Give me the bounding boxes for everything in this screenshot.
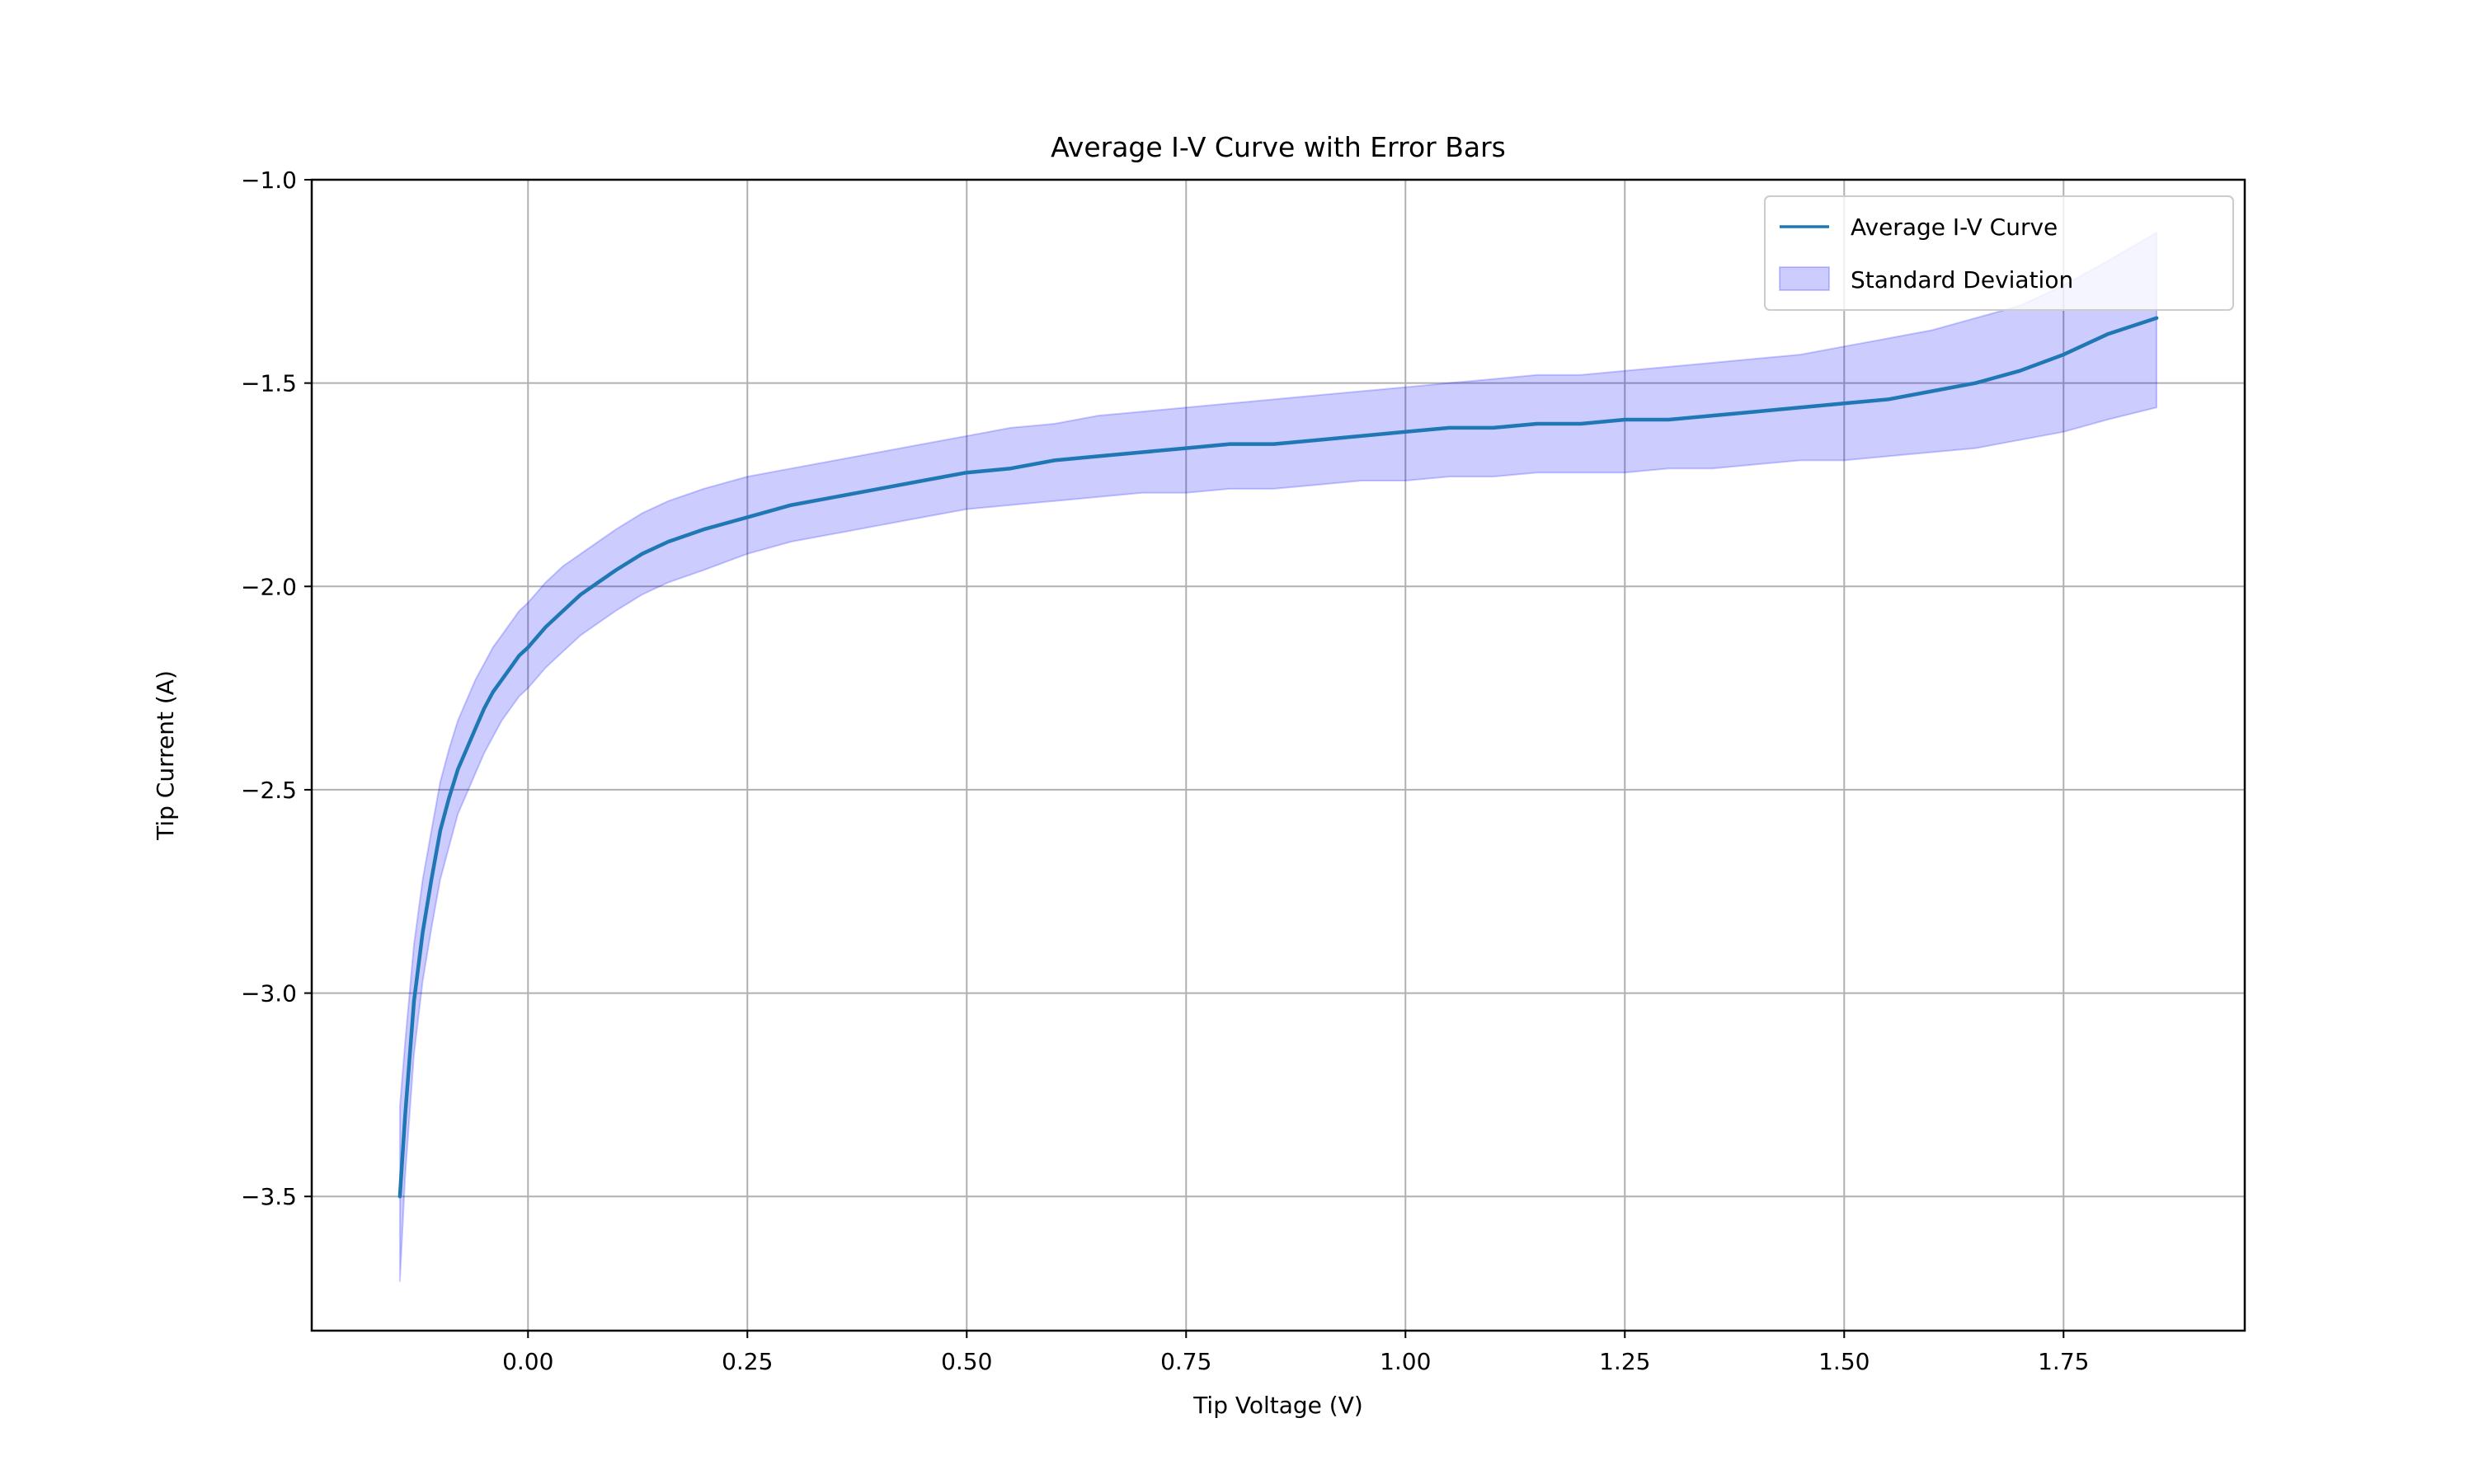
average-line <box>397 316 2159 1199</box>
legend-swatch-std <box>1779 266 1830 291</box>
x-tick-label: 1.50 <box>1818 1348 1870 1375</box>
average-line-layer <box>397 316 2159 1199</box>
x-tick-label: 0.25 <box>722 1348 773 1375</box>
axis-ticks: 0.00 0.25 0.50 0.75 1.00 1.25 1.50 1.75 −1.0 −1.5… <box>241 167 2089 1375</box>
grid <box>312 179 2245 1331</box>
x-tick-label: 0.00 <box>502 1348 553 1375</box>
y-tick-label: −2.5 <box>241 777 297 804</box>
legend: Average I-V Curve Standard Deviation <box>1764 195 2234 311</box>
y-axis-label: Tip Current (A) <box>152 670 179 841</box>
y-tick-label: −2.0 <box>241 573 297 600</box>
legend-label-average: Average I-V Curve <box>1851 214 2058 241</box>
x-tick-label: 0.50 <box>941 1348 992 1375</box>
y-tick-label: −1.0 <box>241 167 297 194</box>
plot-area <box>312 180 2245 1331</box>
legend-label-std: Standard Deviation <box>1851 266 2073 294</box>
y-tick-label: −3.5 <box>241 1183 297 1210</box>
y-tick-label: −3.0 <box>241 980 297 1007</box>
x-tick-label: 1.00 <box>1380 1348 1431 1375</box>
y-tick-label: −1.5 <box>241 370 297 397</box>
x-axis-label: Tip Voltage (V) <box>1192 1392 1363 1419</box>
chart-title: Average I-V Curve with Error Bars <box>1051 131 1506 163</box>
legend-box <box>1764 195 2234 311</box>
x-tick-label: 1.75 <box>2038 1348 2089 1375</box>
plot-frame <box>310 178 2246 1332</box>
x-tick-label: 1.25 <box>1599 1348 1650 1375</box>
x-tick-label: 0.75 <box>1160 1348 1211 1375</box>
